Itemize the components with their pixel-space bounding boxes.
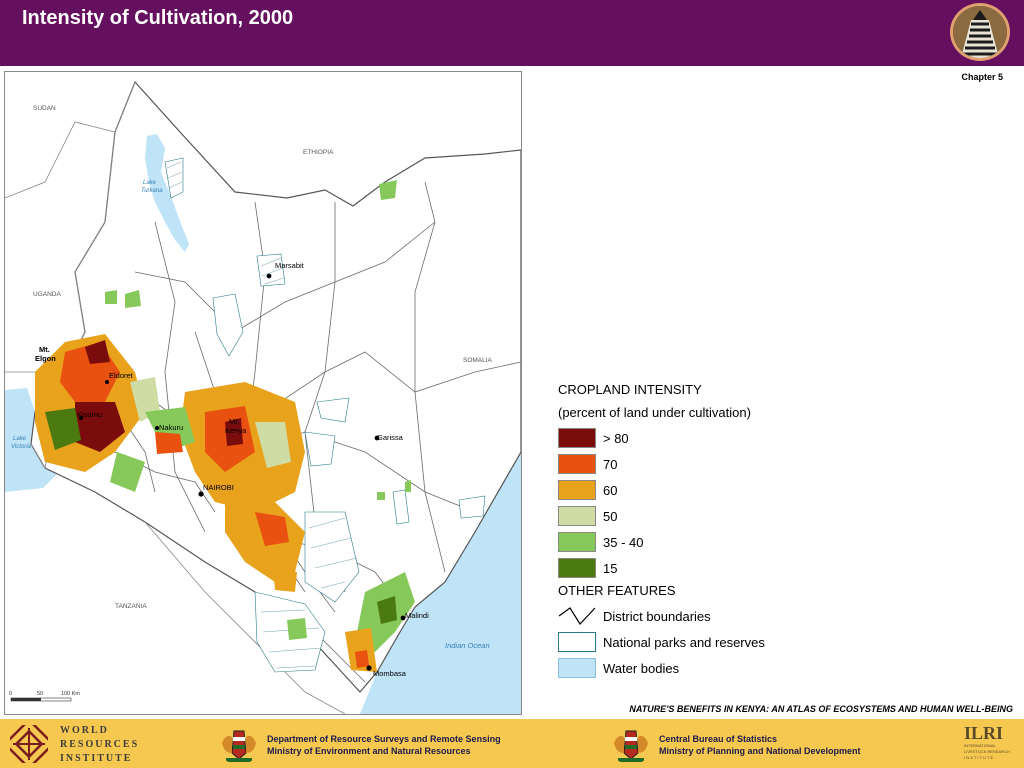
- cropland-central: [145, 382, 305, 512]
- page-title: Intensity of Cultivation, 2000: [22, 7, 294, 29]
- label-mt-elgon: Mt.: [39, 345, 50, 354]
- legend-swatch-15: [558, 558, 596, 578]
- label-lake-turkana: Lake: [143, 180, 157, 186]
- ilri-logo: ILRI INTERNATIONAL LIVESTOCK RESEARCH I …: [964, 723, 1010, 765]
- label-tanzania: TANZANIA: [115, 603, 147, 610]
- legend-row-gt80: > 80: [558, 428, 858, 448]
- legend-label-35-40: 35 - 40: [603, 535, 644, 550]
- legend-label-districts: District boundaries: [603, 609, 711, 624]
- wri-line3: INSTITUTE: [60, 753, 133, 764]
- label-lake-turkana-2: Turkana: [141, 188, 163, 194]
- ilri-line3: I N S T I T U T E: [964, 755, 994, 760]
- national-parks: [164, 157, 486, 673]
- scale-bar: 0 50 100 Km: [9, 691, 80, 702]
- drs-line2: Ministry of Environment and Natural Reso…: [267, 746, 471, 756]
- label-somalia: SOMALIA: [463, 357, 493, 364]
- legend-row-60: 60: [558, 480, 858, 500]
- legend-row-35-40: 35 - 40: [558, 532, 858, 552]
- cropland-scattered: [105, 180, 411, 500]
- chapter-label: Chapter 5: [961, 72, 1003, 82]
- label-mt-kenya-2: Kenya: [225, 426, 247, 435]
- legend-swatch-water: [558, 658, 596, 678]
- ilri-abbr: ILRI: [964, 723, 1004, 743]
- label-sudan: SUDAN: [33, 105, 56, 112]
- legend-label-water: Water bodies: [603, 661, 680, 676]
- label-marsabit: Marsabit: [275, 261, 305, 270]
- cbs-line2: Ministry of Planning and National Develo…: [659, 746, 861, 756]
- kenya-cultivation-map: SUDAN ETHIOPIA UGANDA SOMALIA TANZANIA L…: [4, 71, 522, 715]
- legend-swatch-parks: [558, 632, 596, 652]
- legend-row-parks: National parks and reserves: [558, 632, 858, 652]
- cbs-text: Central Bureau of Statistics Ministry of…: [659, 733, 861, 757]
- scale-100: 100 Km: [61, 691, 80, 697]
- label-ethiopia: ETHIOPIA: [303, 149, 334, 156]
- label-eldoret: Eldoret: [109, 371, 134, 380]
- label-nairobi: NAIROBI: [203, 483, 234, 492]
- legend-label-70: 70: [603, 457, 618, 472]
- legend-label-15: 15: [603, 561, 618, 576]
- legend-row-districts: District boundaries: [558, 606, 858, 626]
- label-mombasa: Mombasa: [373, 669, 407, 678]
- footer-bar: WORLD RESOURCES INSTITUTE Department of …: [0, 719, 1024, 768]
- scale-0: 0: [9, 691, 12, 697]
- cropland-coast: [287, 572, 415, 672]
- lake-turkana: [145, 134, 189, 252]
- wri-line2: RESOURCES: [60, 739, 140, 750]
- legend-row-50: 50: [558, 506, 858, 526]
- legend-label-50: 50: [603, 509, 618, 524]
- ilri-line1: INTERNATIONAL: [964, 743, 996, 748]
- legend-row-water: Water bodies: [558, 658, 858, 678]
- legend-swatch-35-40: [558, 532, 596, 552]
- header-bar: Intensity of Cultivation, 2000: [0, 0, 1024, 66]
- scale-50: 50: [37, 691, 43, 697]
- label-garissa: Garissa: [377, 433, 404, 442]
- label-lake-victoria: Lake: [13, 436, 27, 442]
- legend-label-parks: National parks and reserves: [603, 635, 765, 650]
- zebra-logo-icon: [950, 3, 1010, 61]
- wri-line1: WORLD: [60, 725, 109, 736]
- cropland-east: [225, 502, 305, 592]
- wri-knot-logo-icon: [10, 725, 48, 763]
- legend-label-gt80: > 80: [603, 431, 629, 446]
- legend-swatch-50: [558, 506, 596, 526]
- drs-line1: Department of Resource Surveys and Remot…: [267, 734, 501, 744]
- label-mt-elgon-2: Elgon: [35, 354, 56, 363]
- legend-title: CROPLAND INTENSITY: [558, 382, 702, 397]
- district-boundary-icon: [558, 607, 596, 625]
- legend-other-title: OTHER FEATURES: [558, 583, 676, 598]
- kenya-coat-of-arms-icon-2: [611, 724, 651, 764]
- legend-row-70: 70: [558, 454, 858, 474]
- ilri-line2: LIVESTOCK RESEARCH: [964, 749, 1010, 754]
- wri-name: WORLD RESOURCES INSTITUTE: [60, 724, 139, 766]
- label-mt-kenya: Mt.: [229, 417, 239, 426]
- cbs-line1: Central Bureau of Statistics: [659, 734, 778, 744]
- label-uganda: UGANDA: [33, 291, 61, 298]
- label-lake-victoria-2: Victoria: [11, 444, 32, 450]
- legend-row-15: 15: [558, 558, 858, 578]
- cropland-western: [35, 334, 160, 492]
- legend-swatch-gt80: [558, 428, 596, 448]
- atlas-title: NATURE'S BENEFITS IN KENYA: AN ATLAS OF …: [629, 704, 1013, 714]
- legend-swatch-70: [558, 454, 596, 474]
- legend-subtitle: (percent of land under cultivation): [558, 405, 751, 420]
- label-malindi: Malindi: [405, 611, 429, 620]
- kenya-coat-of-arms-icon: [219, 724, 259, 764]
- legend-swatch-60: [558, 480, 596, 500]
- drs-text: Department of Resource Surveys and Remot…: [267, 733, 501, 757]
- label-nakuru: Nakuru: [159, 423, 183, 432]
- label-kisumu: Kisumu: [77, 410, 102, 419]
- indian-ocean: [360, 452, 521, 714]
- label-indian-ocean: Indian Ocean: [445, 641, 490, 650]
- legend-label-60: 60: [603, 483, 618, 498]
